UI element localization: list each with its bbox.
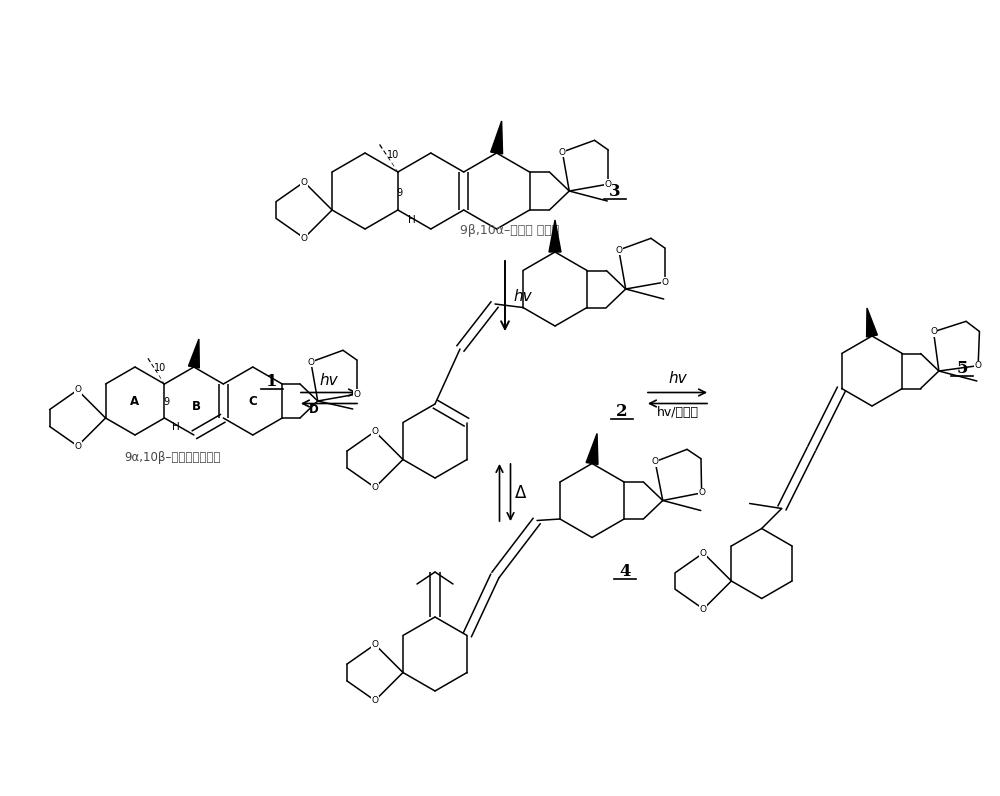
Text: 4: 4 (619, 563, 631, 579)
Text: 10: 10 (387, 150, 399, 160)
Polygon shape (549, 220, 561, 252)
Text: H: H (172, 422, 180, 432)
Text: 3: 3 (609, 182, 621, 200)
Polygon shape (867, 308, 877, 337)
Text: O: O (559, 147, 566, 157)
Text: hv: hv (669, 371, 687, 386)
Text: hv: hv (513, 288, 532, 303)
Text: 9: 9 (163, 397, 170, 407)
Text: 10: 10 (154, 363, 167, 373)
Text: O: O (700, 604, 707, 614)
Text: O: O (975, 361, 982, 370)
Text: D: D (309, 403, 319, 416)
Text: hv: hv (320, 373, 338, 388)
Polygon shape (188, 339, 199, 368)
Text: O: O (698, 489, 705, 498)
Text: O: O (371, 640, 378, 649)
Text: O: O (371, 483, 378, 492)
Text: A: A (130, 395, 140, 408)
Text: O: O (661, 278, 668, 287)
Text: 9α,10β–去氢黄体酮缩酮: 9α,10β–去氢黄体酮缩酮 (124, 451, 220, 464)
Text: 9: 9 (397, 188, 403, 198)
Text: H: H (408, 215, 416, 225)
Text: O: O (353, 389, 360, 399)
Text: Δ: Δ (515, 484, 526, 502)
Text: O: O (74, 385, 81, 395)
Text: 1: 1 (266, 373, 278, 389)
Text: O: O (74, 442, 81, 451)
Text: O: O (615, 245, 622, 255)
Polygon shape (491, 121, 503, 154)
Text: O: O (930, 327, 937, 336)
Text: C: C (248, 395, 257, 408)
Text: O: O (652, 457, 659, 466)
Text: O: O (301, 178, 308, 186)
Text: O: O (700, 548, 707, 557)
Text: hv/光敏剂: hv/光敏剂 (657, 406, 699, 419)
Text: B: B (191, 400, 200, 412)
Text: 2: 2 (616, 403, 628, 419)
Text: 5: 5 (956, 360, 968, 377)
Polygon shape (586, 434, 598, 465)
Text: O: O (301, 233, 308, 243)
Text: O: O (605, 180, 612, 189)
Text: 9β,10α–去氢孕 酮缩酮: 9β,10α–去氢孕 酮缩酮 (460, 224, 560, 237)
Text: O: O (371, 427, 378, 436)
Text: O: O (307, 357, 314, 366)
Text: O: O (371, 696, 378, 705)
